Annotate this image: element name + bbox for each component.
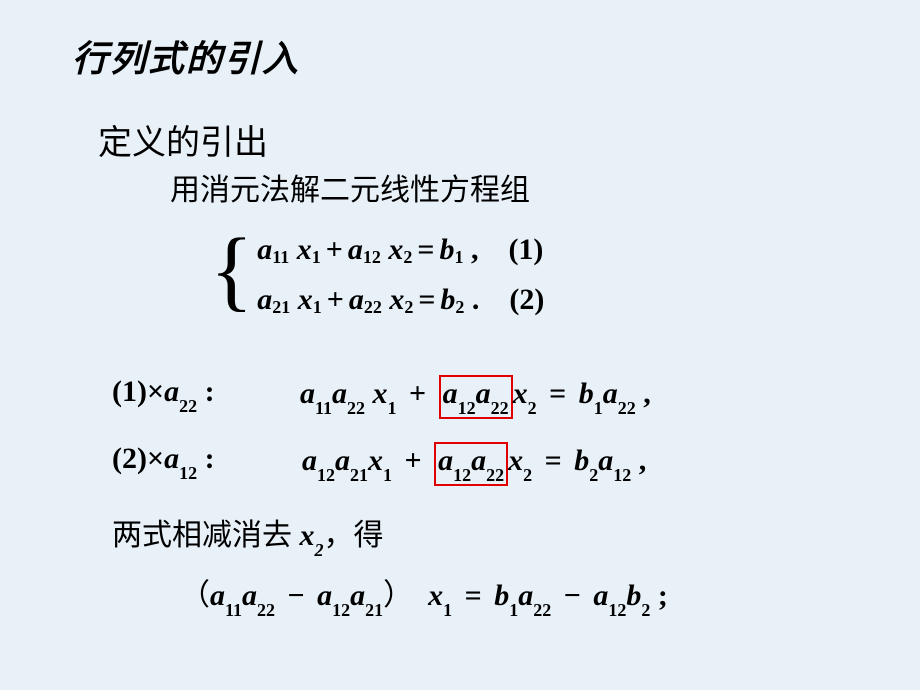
left-brace-icon: { [210, 226, 253, 316]
eq-tag-2: (2) [509, 283, 544, 317]
eq-tag-1: (1) [508, 233, 543, 267]
system-eq-1: a11 x1 + a12 x2 = b1 , (1) [257, 233, 544, 267]
conclusion-text: 两式相减消去 x2，得 [112, 510, 384, 557]
step2-label: (2)×a12 : [112, 442, 215, 480]
equation-system: { a11 x1 + a12 x2 = b1 , (1) a21 x1 + a2… [210, 230, 544, 320]
step1-equation: a11a22 x1 + a12a22x2 = b1a22 , [300, 375, 651, 419]
step1-label: (1)×a22 : [112, 375, 215, 413]
conclusion-suffix: ，得 [324, 519, 384, 552]
system-eq-2: a21 x1 + a22 x2 = b2 . (2) [257, 283, 544, 317]
slide-page: 行列式的引入 定义的引出 用消元法解二元线性方程组 { a11 x1 + a12… [0, 0, 920, 690]
subtitle: 定义的引出 [98, 115, 268, 164]
page-title: 行列式的引入 [72, 30, 300, 82]
highlight-box-1: a12a22 [439, 375, 513, 419]
final-equation: （a11a22 − a12a21） x1 = b1a22 − a12b2 ; [180, 570, 668, 617]
conclusion-prefix: 两式相减消去 [112, 519, 300, 552]
equation-column: a11 x1 + a12 x2 = b1 , (1) a21 x1 + a22 … [257, 233, 544, 317]
intro-text: 用消元法解二元线性方程组 [170, 165, 530, 209]
step2-equation: a12a21x1 + a12a22x2 = b2a12 , [302, 442, 646, 486]
highlight-box-2: a12a22 [434, 442, 508, 486]
